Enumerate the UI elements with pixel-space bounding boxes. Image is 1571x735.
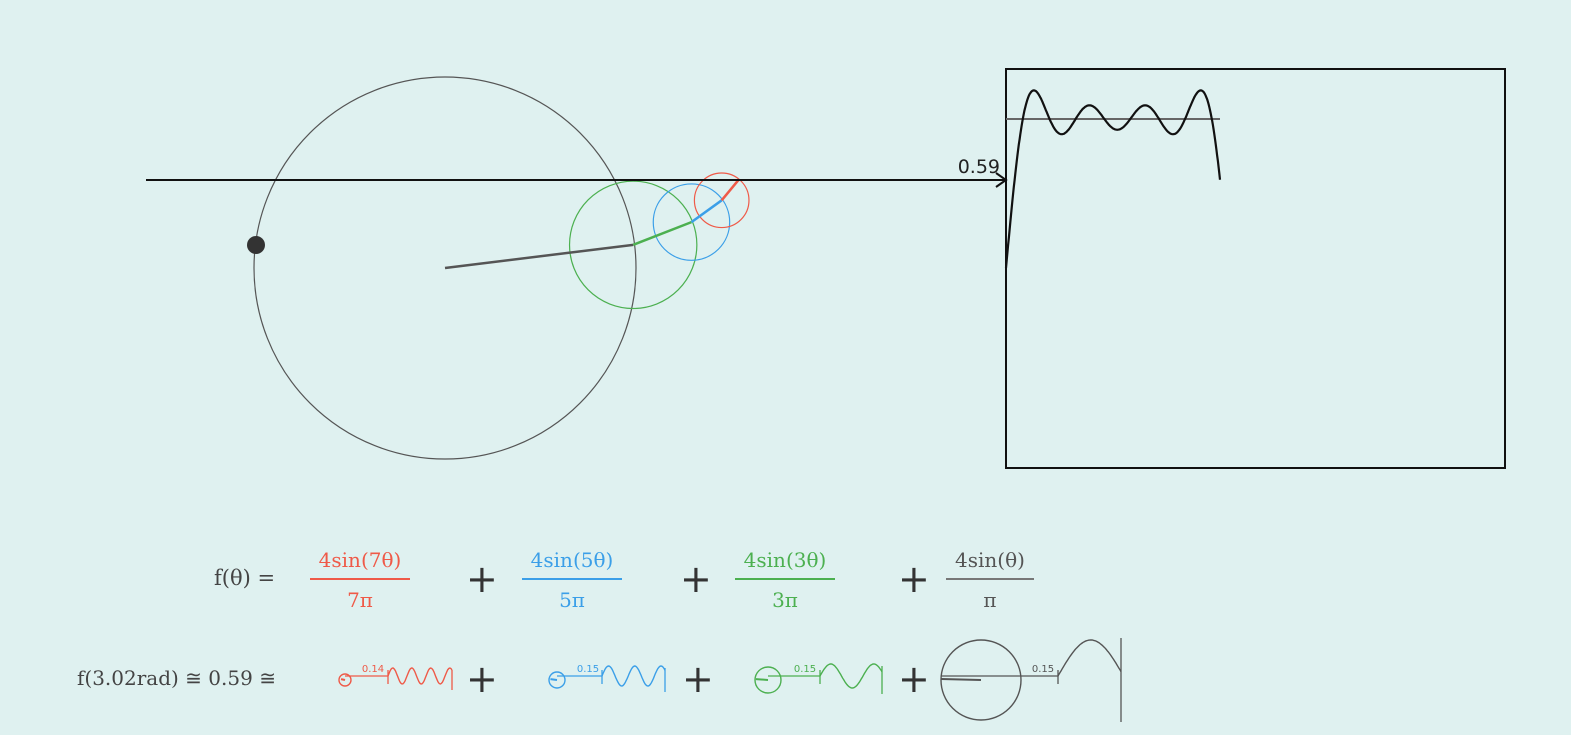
- term-numerator: 4sin(3θ): [735, 548, 835, 580]
- term-numerator: 4sin(θ): [946, 548, 1034, 580]
- epicycle-arm: [632, 220, 692, 246]
- term-denominator: π: [983, 588, 997, 612]
- plus-sign: +: [682, 657, 714, 701]
- plus-sign: +: [898, 657, 930, 701]
- term-fraction-3: 4sin(3θ) 3π: [735, 548, 835, 612]
- epicycle-circle: [568, 180, 698, 310]
- term-mini-wave: [1057, 639, 1122, 677]
- term-fraction-1: 4sin(θ) π: [946, 548, 1034, 612]
- formula-lhs: f(θ) =: [214, 566, 276, 590]
- term-mini-wave: [819, 663, 883, 689]
- term-mini-arm: [755, 678, 769, 681]
- term-mini-arm: [340, 678, 346, 681]
- term-value-label: 0.14: [362, 664, 384, 675]
- term-numerator: 4sin(7θ): [310, 548, 410, 580]
- epicycles-group: [247, 76, 750, 460]
- epicycle-arm: [444, 243, 634, 270]
- term-value-label: 0.15: [794, 664, 816, 675]
- epicycle-circle: [652, 183, 731, 261]
- epicycle-circle: [253, 76, 637, 460]
- plot-frame: [1005, 68, 1506, 469]
- term-mini-wave: [387, 667, 453, 685]
- pivot-dot: [247, 236, 265, 254]
- term-mini-circle: [548, 671, 566, 689]
- term-fraction-5: 4sin(5θ) 5π: [522, 548, 622, 612]
- term-mini-wave: [601, 665, 666, 687]
- plus-sign: +: [466, 557, 498, 601]
- term-denominator: 7π: [347, 588, 373, 612]
- term-mini-arm: [941, 678, 982, 681]
- term-mini-circle: [338, 673, 352, 687]
- plus-sign: +: [898, 557, 930, 601]
- readout-value: 0.59: [958, 156, 1000, 178]
- readout-group: 0.59: [146, 156, 1008, 188]
- epicycle-circle: [693, 172, 750, 229]
- term-fraction-7: 4sin(7θ) 7π: [310, 548, 410, 612]
- fourier-sum-curve: [1004, 89, 1222, 269]
- term-sketches: 0.14 0.15 0.15 0.15: [338, 638, 1122, 722]
- evaluation-label: f(3.02rad) ≅ 0.59 ≅: [77, 666, 276, 690]
- epicycle-arm: [690, 199, 723, 224]
- term-denominator: 5π: [559, 588, 585, 612]
- epicycle-arm: [720, 178, 740, 202]
- term-denominator: 3π: [772, 588, 798, 612]
- term-mini-circle: [754, 666, 782, 694]
- term-value-label: 0.15: [577, 664, 599, 675]
- term-mini-circle: [940, 639, 1022, 721]
- term-value-label: 0.15: [1032, 664, 1054, 675]
- plus-sign: +: [466, 657, 498, 701]
- term-numerator: 4sin(5θ): [522, 548, 622, 580]
- waveform-plot: [1004, 68, 1506, 469]
- term-mini-arm: [550, 678, 558, 681]
- plus-sign: +: [680, 557, 712, 601]
